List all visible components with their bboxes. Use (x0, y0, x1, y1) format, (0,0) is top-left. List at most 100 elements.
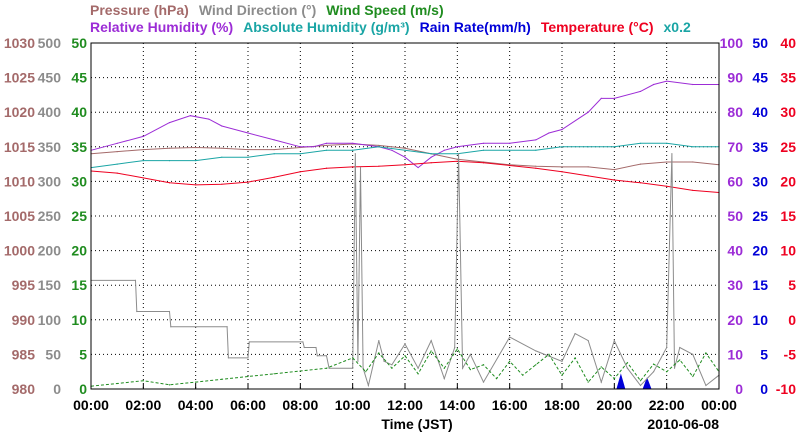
data-point (116, 163, 118, 165)
data-point (325, 367, 328, 369)
legend-item: Rain Rate(mm/h) (420, 19, 531, 35)
data-point (404, 147, 406, 149)
data-point (482, 162, 485, 164)
legend-item: Absolute Humidity (g/m³) (243, 19, 409, 35)
data-point (142, 380, 144, 382)
series-line (91, 153, 720, 388)
data-point (495, 378, 498, 380)
data-point (613, 97, 615, 99)
y-axes: 9809859909951000100510101015102010251030… (4, 35, 796, 397)
data-point (221, 156, 223, 158)
y-tick-label-temperature: 40 (780, 35, 796, 51)
data-point (391, 149, 393, 151)
y-tick-label-humidity: 40 (727, 243, 743, 259)
y-tick-label-humidity: 100 (720, 35, 744, 51)
data-point (354, 153, 356, 155)
data-point (195, 381, 197, 383)
data-point (535, 165, 537, 167)
data-point (430, 350, 432, 352)
y-tick-label-humidity: 90 (727, 70, 743, 86)
data-point (692, 189, 694, 191)
data-point (325, 144, 328, 147)
y-tick-label-wind-speed: 35 (71, 139, 87, 155)
data-point (692, 375, 694, 378)
data-point (248, 341, 250, 343)
data-point (303, 346, 305, 349)
data-point (273, 153, 275, 155)
y-tick-label-humidity: 70 (727, 139, 743, 155)
y-tick-label-rain: 45 (752, 70, 768, 86)
data-point (404, 156, 406, 158)
data-point (482, 381, 485, 383)
data-point (456, 158, 458, 160)
y-tick-label-humidity: 50 (727, 208, 743, 224)
data-point (226, 326, 228, 328)
data-point (626, 367, 629, 369)
data-point (352, 142, 354, 144)
data-point (613, 378, 615, 380)
data-point (561, 166, 563, 168)
data-point (671, 153, 673, 155)
data-point (142, 148, 144, 151)
y-tick-label-pressure: 995 (12, 277, 36, 293)
x-tick-label: 20:00 (596, 397, 632, 413)
x-axis-label: Time (JST) (381, 416, 452, 432)
data-point (456, 146, 458, 148)
data-point (136, 310, 138, 313)
data-point (404, 149, 406, 151)
x-axis: 00:00 02:00 04:00 06:00 08:00 10:00 12:00 14:00… (73, 384, 737, 413)
data-point (639, 90, 642, 93)
data-point (189, 115, 192, 117)
series-line (90, 80, 719, 169)
data-point (221, 147, 223, 149)
y-tick-label-wind-dir: 350 (38, 139, 62, 155)
legend-item: Wind Direction (°) (199, 2, 316, 18)
y-tick-label-humidity: 80 (727, 104, 743, 120)
y-tick-label-pressure: 985 (12, 346, 36, 362)
x-tick-label: 10:00 (335, 397, 371, 413)
x-tick-label: 12:00 (387, 397, 423, 413)
data-point (365, 371, 367, 373)
y-tick-label-wind-dir: 0 (53, 381, 61, 397)
data-point (443, 367, 445, 369)
data-point (666, 346, 668, 349)
y-tick-label-humidity: 10 (727, 346, 743, 362)
data-point (170, 326, 172, 328)
data-point (482, 364, 485, 366)
data-point (325, 167, 328, 169)
data-point (535, 167, 537, 169)
y-tick-label-pressure: 1000 (4, 243, 35, 259)
data-point (391, 364, 393, 366)
data-point (221, 378, 223, 380)
data-point (535, 139, 537, 141)
data-point (587, 339, 589, 342)
data-point (613, 339, 615, 342)
data-point (454, 346, 456, 349)
y-tick-label-rain: 10 (752, 312, 768, 328)
y-tick-label-rain: 5 (760, 346, 768, 362)
data-point (561, 128, 563, 131)
y-tick-label-rain: 50 (752, 35, 768, 51)
data-point (639, 142, 642, 144)
data-point (652, 363, 655, 365)
y-tick-label-wind-dir: 500 (38, 35, 62, 51)
data-point (509, 360, 511, 362)
data-point (561, 171, 563, 173)
data-point (134, 279, 137, 281)
data-point (404, 343, 406, 345)
y-tick-label-temperature: 15 (780, 208, 796, 224)
data-point (247, 156, 249, 158)
x-tick-label: 04:00 (178, 397, 214, 413)
x-tick-label: 02:00 (125, 397, 161, 413)
data-point (600, 381, 602, 383)
y-tick-label-temperature: 20 (780, 173, 796, 189)
y-tick-label-rain: 25 (752, 208, 768, 224)
data-point (227, 357, 229, 359)
y-tick-label-humidity: 60 (727, 173, 743, 189)
data-point (600, 366, 602, 368)
y-tick-label-pressure: 1025 (4, 70, 35, 86)
data-point (221, 125, 223, 127)
x-tick-label: 06:00 (230, 397, 266, 413)
y-tick-label-humidity: 0 (735, 381, 743, 397)
